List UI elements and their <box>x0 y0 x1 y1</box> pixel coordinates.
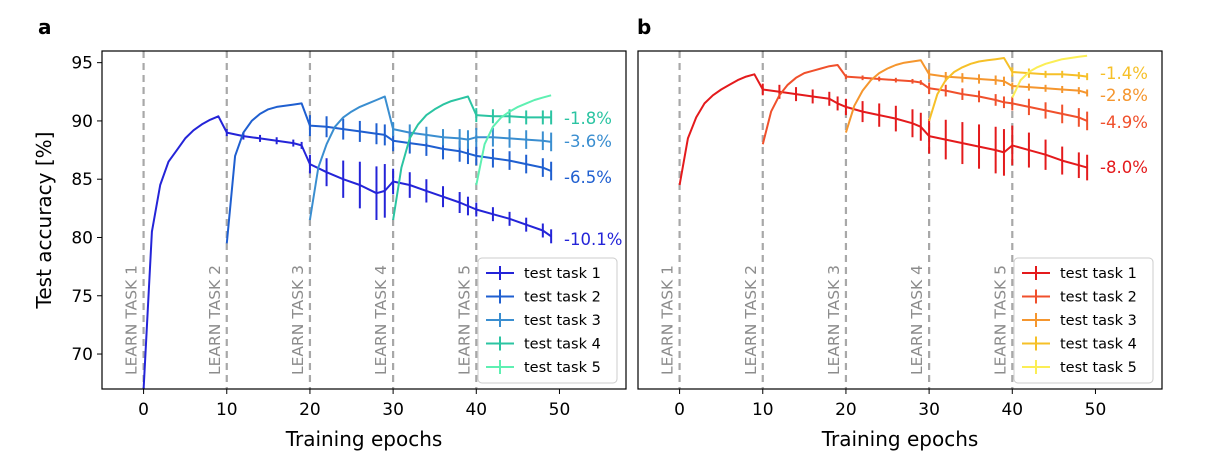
phase-marker-label: LEARN TASK 5 <box>455 265 473 375</box>
legend: test task 1 test task 2 test task 3 test ta… <box>477 257 618 384</box>
end-label: -1.4% <box>1100 64 1148 83</box>
legend-entry: test task 2 <box>1060 290 1137 306</box>
end-label: -3.6% <box>564 132 612 151</box>
panel-a: a LEARN TASK 1 LEARN TASK 2 LEARN TASK 3 LEA… <box>32 15 627 451</box>
phase-marker-label: LEARN TASK 4 <box>372 265 390 375</box>
x-tick-label: 50 <box>1085 400 1107 420</box>
legend-entry: test task 3 <box>1060 313 1137 329</box>
panel-label: b <box>637 15 651 39</box>
plot-area <box>142 94 553 389</box>
y-tick-label: 95 <box>71 54 93 74</box>
legend-entry: test task 3 <box>524 313 601 329</box>
end-label: -2.8% <box>1100 86 1148 105</box>
x-tick-label: 20 <box>299 400 321 420</box>
phase-marker-label: LEARN TASK 3 <box>825 265 843 375</box>
series-line <box>392 95 552 221</box>
y-tick-label: 70 <box>71 345 93 365</box>
end-label: -1.8% <box>564 109 612 128</box>
series-line <box>1011 54 1088 99</box>
x-tick-label: 0 <box>674 400 685 420</box>
plot-area <box>678 54 1089 186</box>
x-tick-label: 0 <box>138 400 149 420</box>
phase-marker-label: LEARN TASK 1 <box>659 265 677 375</box>
end-label: -10.1% <box>564 230 622 249</box>
x-tick-label: 10 <box>216 400 238 420</box>
phase-marker-label: LEARN TASK 5 <box>991 265 1009 375</box>
legend: test task 1 test task 2 test task 3 test ta… <box>1013 257 1154 384</box>
legend-entry: test task 2 <box>524 290 601 306</box>
end-label: -8.0% <box>1100 158 1148 177</box>
phase-marker-label: LEARN TASK 2 <box>206 265 224 375</box>
plot-frame <box>637 50 1163 390</box>
series-line <box>475 94 552 186</box>
legend-entry: test task 4 <box>524 337 601 353</box>
y-tick-label: 75 <box>71 287 93 307</box>
panel-b: b LEARN TASK 1 LEARN TASK 2 LEARN TASK 3 LEA… <box>637 15 1163 451</box>
end-label: -4.9% <box>1100 113 1148 132</box>
y-tick-label: 80 <box>71 228 93 248</box>
series-line <box>928 57 1088 122</box>
y-tick-label: 90 <box>71 112 93 132</box>
legend-entry: test task 1 <box>524 266 601 282</box>
x-tick-label: 30 <box>382 400 404 420</box>
phase-marker-label: LEARN TASK 4 <box>908 265 926 375</box>
x-tick-label: 40 <box>1001 400 1023 420</box>
y-tick-label: 85 <box>71 170 93 190</box>
y-axis-label: Test accuracy [%] <box>32 132 56 310</box>
x-axis-label: Training epochs <box>285 427 443 451</box>
x-tick-label: 30 <box>918 400 940 420</box>
x-tick-label: 50 <box>549 400 571 420</box>
legend-entry: test task 5 <box>1060 360 1137 376</box>
series-line <box>678 73 1088 186</box>
x-tick-label: 20 <box>835 400 857 420</box>
legend-box <box>1013 257 1154 384</box>
x-axis-label: Training epochs <box>821 427 979 451</box>
series-line <box>225 102 552 244</box>
series-line <box>844 59 1088 133</box>
x-tick-label: 40 <box>465 400 487 420</box>
panel-label: a <box>38 15 52 39</box>
legend-box <box>477 257 618 384</box>
legend-entry: test task 4 <box>1060 337 1137 353</box>
plot-frame <box>101 50 627 390</box>
phase-marker-label: LEARN TASK 1 <box>123 265 141 375</box>
legend-entry: test task 5 <box>524 360 601 376</box>
series-line <box>761 64 1088 145</box>
phase-marker-label: LEARN TASK 3 <box>289 265 307 375</box>
end-label: -6.5% <box>564 168 612 187</box>
legend-entry: test task 1 <box>1060 266 1137 282</box>
x-tick-label: 10 <box>752 400 774 420</box>
series-line <box>308 95 552 221</box>
phase-marker-label: LEARN TASK 2 <box>742 265 760 375</box>
